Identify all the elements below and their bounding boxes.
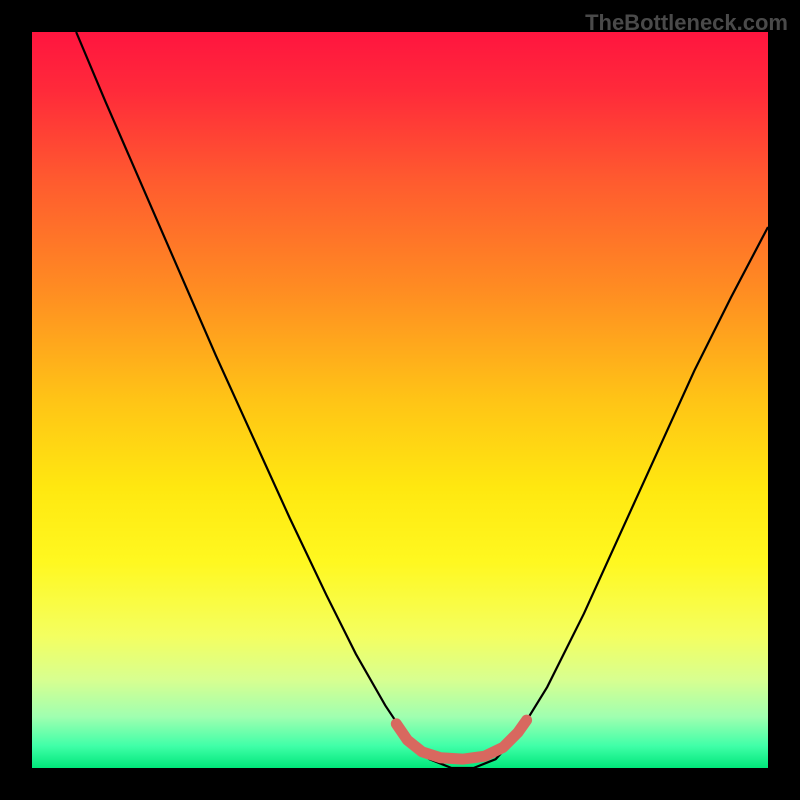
- watermark-text: TheBottleneck.com: [585, 10, 788, 36]
- chart-plot-area: [32, 32, 768, 768]
- bottleneck-chart: [0, 0, 800, 800]
- chart-container: TheBottleneck.com: [0, 0, 800, 800]
